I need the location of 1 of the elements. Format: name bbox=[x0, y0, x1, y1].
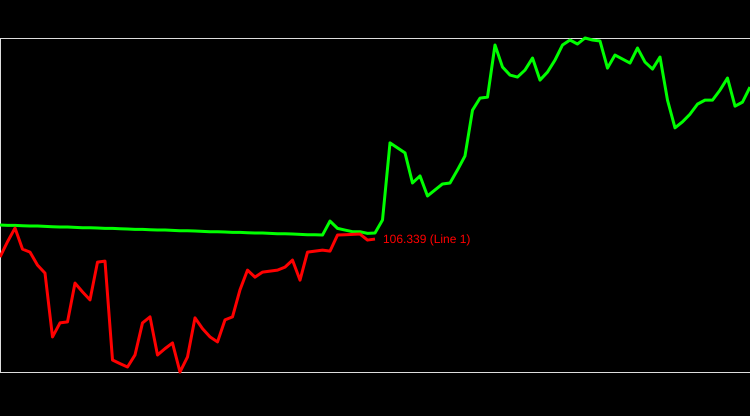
annotation: 106.339 (Line 1) bbox=[383, 232, 470, 246]
